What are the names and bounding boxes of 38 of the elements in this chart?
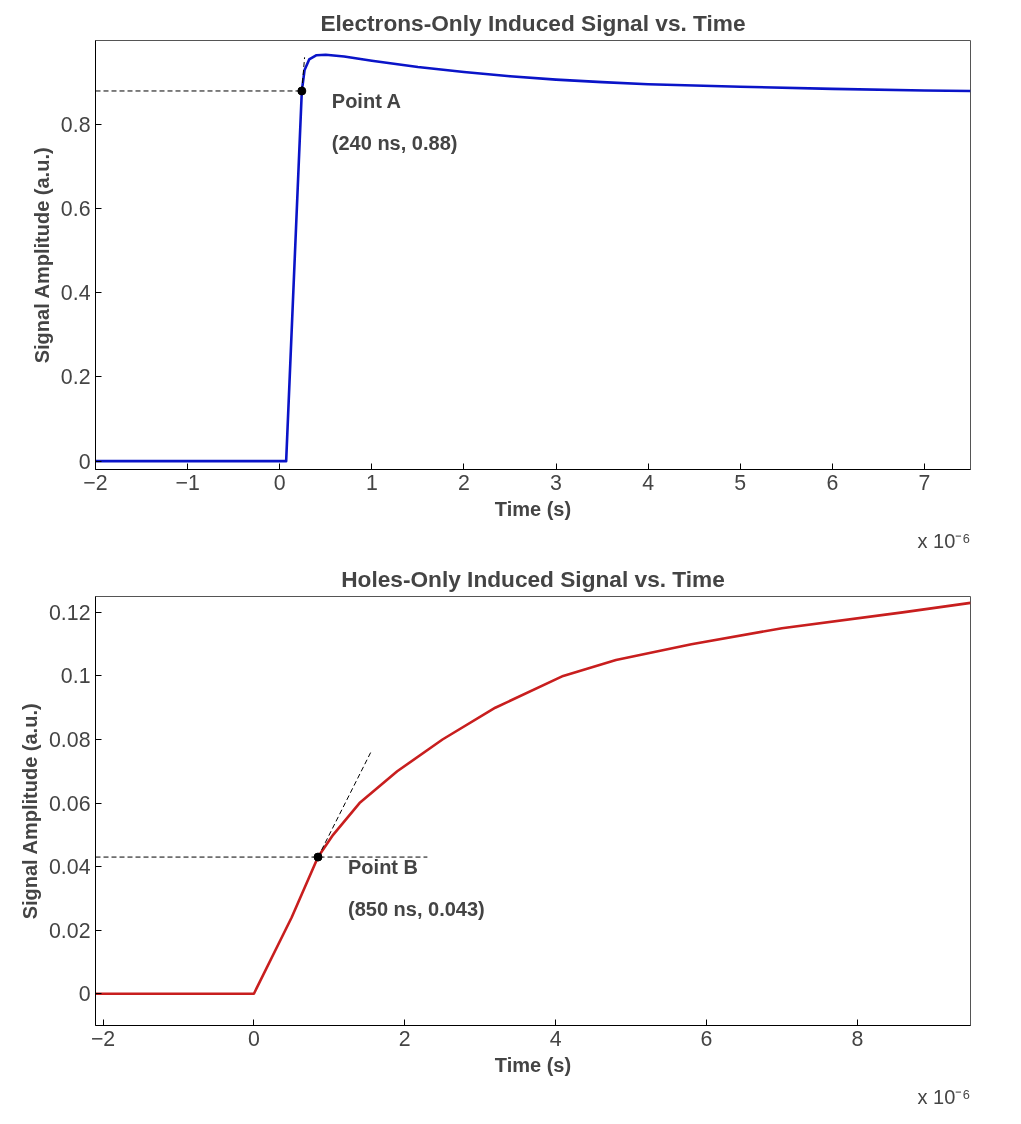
annotation: Point A (331, 89, 402, 112)
x-tick-label: 6 (826, 470, 839, 495)
annotation: (850 ns, 0.043) (348, 898, 485, 921)
x-tick-label: −1 (175, 470, 200, 495)
x-tick-label: 1 (365, 470, 378, 495)
y-axis-title: Signal Amplitude (a.u.) (30, 147, 53, 364)
y-tick-label: 0.06 (48, 791, 91, 816)
x-tick-label: 0 (247, 1026, 260, 1051)
x-tick-label: 2 (457, 470, 470, 495)
y-tick-label: 0.02 (48, 918, 91, 943)
y-axis-title: Signal Amplitude (a.u.) (18, 703, 41, 920)
y-tick-label: 0.08 (48, 728, 91, 752)
x-axis-title: Time (s) (494, 1053, 572, 1076)
y-tick-label: 0.2 (60, 365, 91, 390)
y-tick-label: 0.1 (60, 664, 91, 689)
x-tick-label: 0 (273, 470, 286, 495)
x-tick-label: 4 (549, 1026, 562, 1051)
y-tick-label: 0.8 (60, 113, 91, 138)
text: x 10⁻⁶ (917, 1085, 971, 1108)
y-tick-label: 0.04 (48, 855, 91, 880)
y-tick-label: 0.4 (60, 281, 91, 306)
x-tick-label: 7 (918, 470, 931, 495)
text: x 10⁻⁶ (917, 529, 971, 552)
x-tick-label: 2 (398, 1026, 411, 1051)
annotation: Point B (348, 856, 419, 879)
x-tick-label: 4 (642, 470, 655, 495)
x-tick-label: 6 (700, 1026, 713, 1051)
chart-title: Holes-Only Induced Signal vs. Time (341, 565, 725, 592)
annotation: (240 ns, 0.88) (331, 131, 458, 154)
y-tick-label: 0 (78, 982, 91, 1007)
y-tick-label: 0.12 (48, 600, 91, 625)
x-tick-label: 5 (734, 470, 747, 495)
x-tick-label: −2 (90, 1026, 116, 1051)
chart-title: Electrons-Only Induced Signal vs. Time (320, 9, 746, 36)
x-tick-label: 3 (550, 470, 562, 495)
x-axis-title: Time (s) (494, 497, 572, 520)
y-tick-label: 0.6 (60, 197, 91, 222)
x-tick-label: 8 (851, 1026, 864, 1051)
